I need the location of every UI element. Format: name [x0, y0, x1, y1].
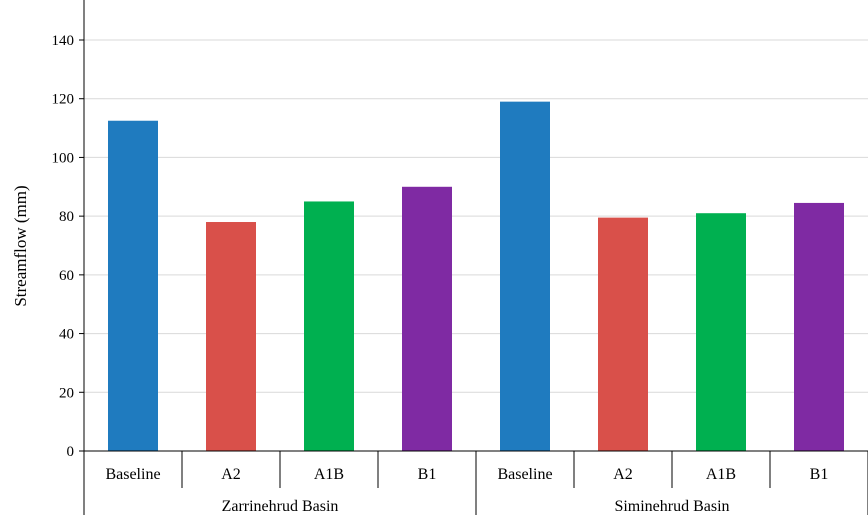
bar-zarrinehrud-a1b [304, 201, 354, 451]
bar-siminehrud-a1b [696, 213, 746, 451]
y-axis-ticks: 0 20 40 60 80 100 120 140 [52, 33, 84, 460]
x-category-label: A1B [706, 466, 736, 483]
bar-zarrinehrud-baseline [108, 120, 158, 451]
y-tick-label: 20 [59, 385, 74, 401]
category-labels: Baseline A2 A1B B1 Baseline A2 A1B B1 [105, 466, 828, 483]
x-category-label: A2 [221, 466, 241, 483]
bar-zarrinehrud-a2 [206, 222, 256, 451]
x-category-label: Baseline [497, 466, 552, 483]
x-category-label: A2 [613, 466, 633, 483]
y-tick-label: 120 [52, 92, 75, 108]
x-category-label: Baseline [105, 466, 160, 483]
y-tick-label: 60 [59, 268, 74, 284]
gridlines [84, 39, 868, 393]
group-label: Siminehrud Basin [614, 498, 729, 515]
y-axis-title: Streamflow (mm) [11, 185, 30, 306]
group-label: Zarrinehrud Basin [222, 498, 339, 515]
x-category-label: B1 [418, 466, 437, 483]
bar-siminehrud-a2 [598, 217, 648, 451]
y-tick-label: 80 [59, 209, 74, 225]
bar-siminehrud-baseline [500, 101, 550, 452]
bar-siminehrud-b1 [794, 202, 844, 451]
x-category-label: A1B [314, 466, 344, 483]
group-labels: Zarrinehrud Basin Siminehrud Basin [222, 498, 730, 515]
x-category-label: B1 [810, 466, 829, 483]
y-tick-label: 100 [52, 150, 75, 166]
y-tick-label: 40 [59, 327, 74, 343]
y-tick-label: 140 [52, 33, 75, 49]
y-tick-label: 0 [67, 444, 75, 460]
axes [83, 0, 868, 515]
bars [108, 101, 844, 452]
bar-zarrinehrud-b1 [402, 186, 452, 452]
